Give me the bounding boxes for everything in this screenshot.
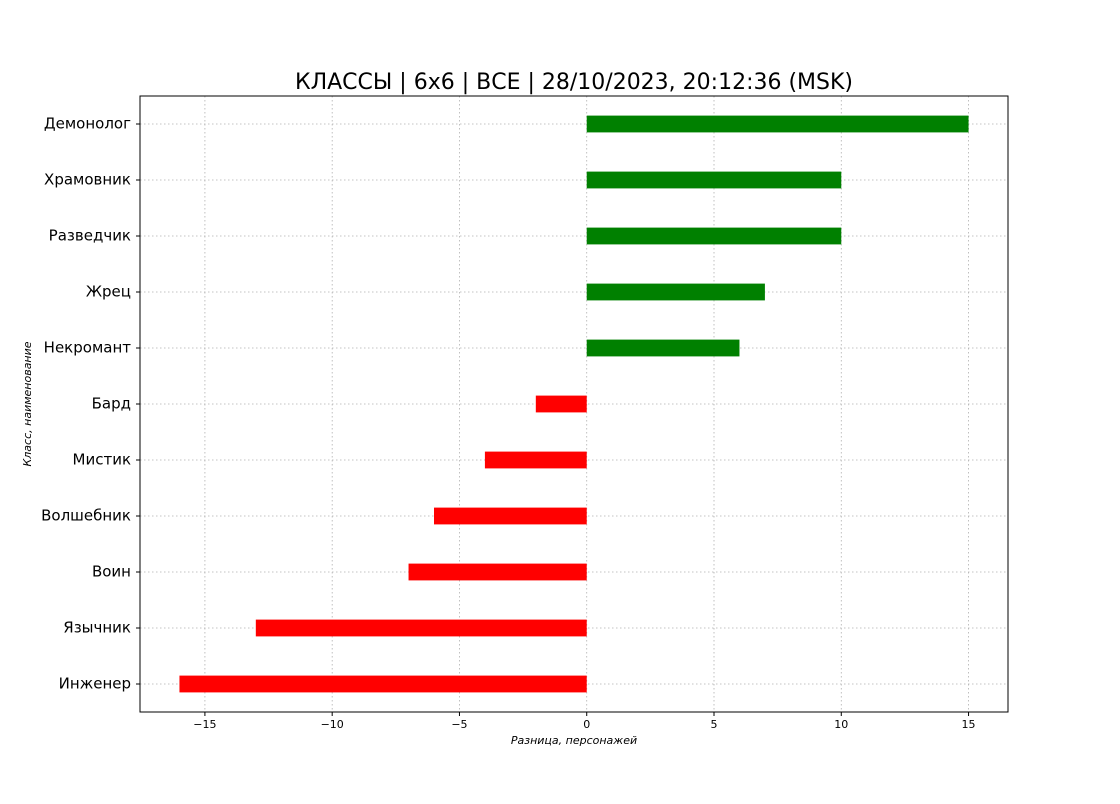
y-tick-label: Инженер — [59, 675, 131, 693]
bar — [586, 227, 842, 245]
x-tick-label: 15 — [962, 718, 976, 731]
bar — [586, 115, 969, 133]
y-axis-label: Класс, наименование — [21, 341, 34, 466]
y-tick-label: Храмовник — [44, 171, 131, 189]
y-tick-label: Разведчик — [49, 227, 131, 245]
bar — [586, 171, 842, 189]
bar — [586, 339, 740, 357]
bar — [179, 675, 587, 693]
y-tick-label: Язычник — [63, 619, 131, 637]
bar — [535, 395, 587, 413]
y-tick-label: Жрец — [86, 283, 131, 301]
bar — [255, 619, 587, 637]
chart-title: КЛАССЫ | 6x6 | ВСЕ | 28/10/2023, 20:12:3… — [295, 70, 853, 95]
x-tick-label: −10 — [321, 718, 344, 731]
bar — [434, 507, 587, 525]
y-tick-label: Бард — [92, 395, 131, 413]
y-tick-label: Некромант — [44, 339, 132, 357]
x-tick-label: 5 — [711, 718, 718, 731]
bar — [408, 563, 587, 581]
x-tick-label: 0 — [583, 718, 590, 731]
y-tick-label: Волшебник — [41, 507, 131, 525]
y-tick-label: Мистик — [73, 451, 131, 469]
x-axis-label: Разница, персонажей — [511, 734, 637, 747]
plot-frame — [139, 95, 1009, 713]
x-tick-label: 10 — [834, 718, 848, 731]
x-tick-label: −15 — [193, 718, 216, 731]
y-tick-label: Воин — [92, 563, 131, 581]
y-tick-label: Демонолог — [44, 115, 131, 133]
bar — [484, 451, 587, 469]
x-tick-label: −5 — [451, 718, 467, 731]
bar — [586, 283, 765, 301]
